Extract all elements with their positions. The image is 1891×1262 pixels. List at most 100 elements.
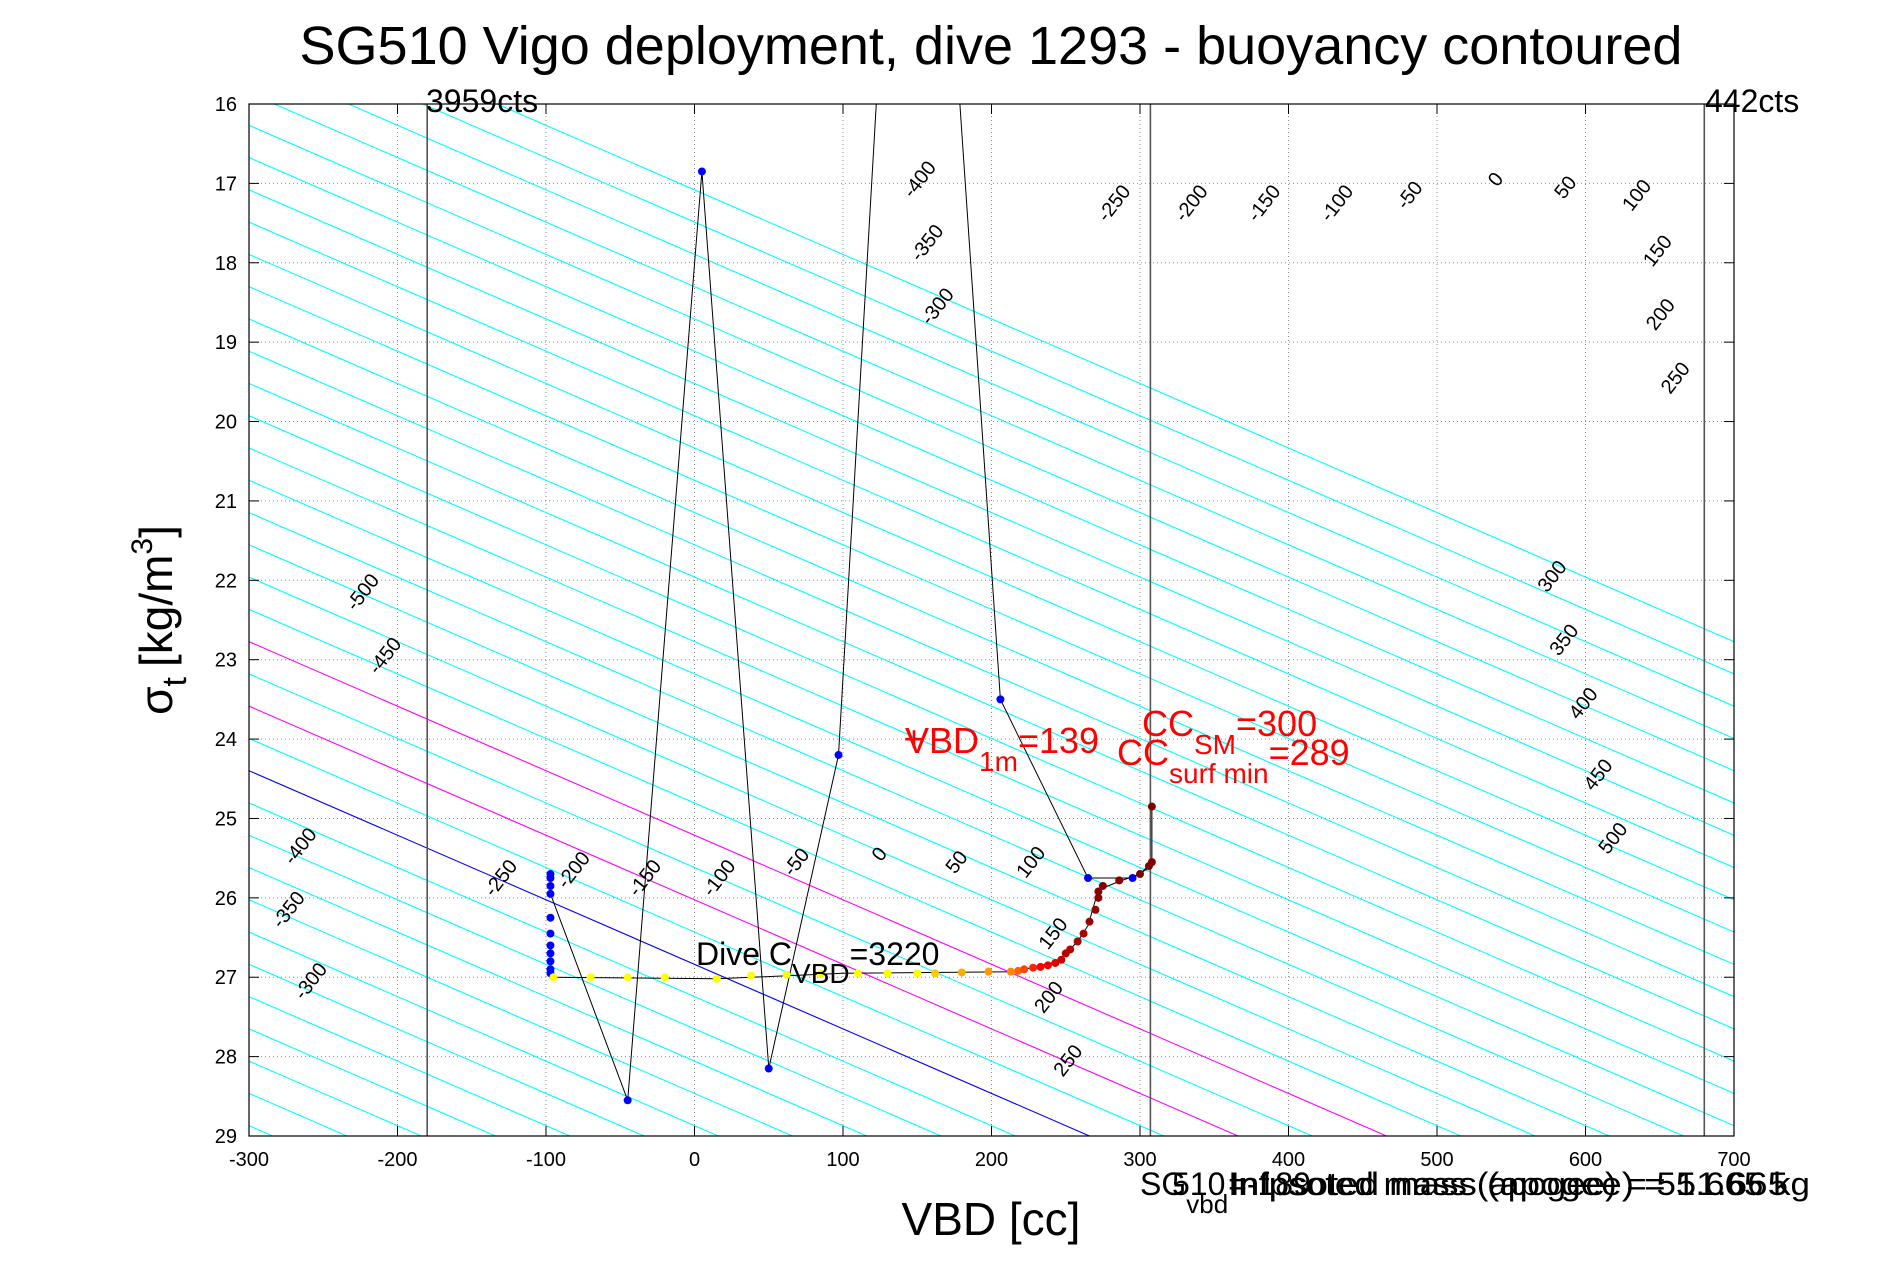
data-point xyxy=(1094,893,1103,902)
contour-line xyxy=(249,479,1734,1127)
y-axis-label-close: ] xyxy=(130,525,182,538)
vbd-limit-lines xyxy=(426,104,1706,1136)
data-point xyxy=(586,973,595,982)
y-tick-label: 22 xyxy=(215,570,237,592)
svg-text:σt[kg/m3]: σt [kg/m3] xyxy=(126,525,194,715)
contour-label: 100 xyxy=(1618,176,1656,216)
y-ticks: 16 17 18 19 20 21 22 23 24 25 26 27 28 29 xyxy=(215,94,1734,1148)
y-tick-label: 28 xyxy=(215,1047,237,1069)
vbd1m-marker: + xyxy=(903,718,924,759)
data-point xyxy=(931,969,940,978)
contour-label: 0 xyxy=(1484,169,1508,191)
data-point xyxy=(1043,961,1052,970)
ccsurf-main: CC xyxy=(1117,732,1169,773)
contour-label: -150 xyxy=(1243,181,1285,226)
vbd1m-value: =139 xyxy=(1018,720,1099,761)
footer-overlay-1: 510 xyxy=(1172,1166,1225,1202)
data-point xyxy=(782,970,791,979)
contour-label: 250 xyxy=(1657,358,1695,398)
data-point xyxy=(1147,858,1156,867)
x-tick-label: 0 xyxy=(689,1149,700,1171)
contour-labels: -500-450-400-350-300-250 -200 -150 -100 -50 0… xyxy=(268,157,1695,1081)
contour-label: 450 xyxy=(1580,755,1618,795)
contour-line xyxy=(249,447,1734,1095)
contour-label: 0 xyxy=(868,843,892,865)
y-tick-label: 29 xyxy=(215,1126,237,1148)
data-point xyxy=(984,967,993,976)
y-tick-label: 20 xyxy=(215,412,237,434)
contour-line xyxy=(249,931,719,1136)
x-tick-label: -100 xyxy=(526,1149,566,1171)
data-point xyxy=(816,970,825,979)
data-point xyxy=(546,929,555,938)
contour-line xyxy=(274,104,1734,740)
contour-line xyxy=(249,834,942,1136)
x-ticks: -300 -200 -100 0 100 200 300 400 500 600 700 xyxy=(229,104,1751,1171)
data-point xyxy=(546,941,555,950)
footer-sgvbd: SGvbd=-189 xyxy=(1140,1166,1311,1219)
footer-overlay-2: Infpsoted mass (apogee) = 51.665 xyxy=(1228,1166,1788,1202)
y-tick-label: 25 xyxy=(215,808,237,830)
data-point xyxy=(853,969,862,978)
ccsm-annotation: CCSM=300 xyxy=(1142,703,1317,760)
data-point xyxy=(1094,887,1103,896)
contour-label: -400 xyxy=(280,824,322,869)
data-points xyxy=(546,167,1156,1105)
contour-label: 400 xyxy=(1565,684,1603,724)
x-axis-label: VBD [cc] xyxy=(902,1193,1081,1245)
data-point xyxy=(1128,874,1137,882)
data-point xyxy=(1020,965,1029,974)
contour-label: -300 xyxy=(917,284,959,329)
x-tick-label: 400 xyxy=(1272,1149,1305,1171)
data-point xyxy=(1079,929,1088,938)
data-point xyxy=(883,969,892,978)
x-tick-label: 100 xyxy=(826,1149,859,1171)
data-point xyxy=(764,1064,773,1073)
contour-line xyxy=(249,705,1239,1136)
contour-label: -350 xyxy=(268,887,310,932)
data-point xyxy=(546,957,555,966)
contour-line xyxy=(249,189,1734,836)
y-tick-label: 18 xyxy=(215,253,237,275)
contour-line xyxy=(249,221,1734,869)
contour-line xyxy=(422,104,1734,675)
data-point xyxy=(623,973,632,982)
contour-line xyxy=(249,415,1734,1062)
data-point xyxy=(1029,963,1038,972)
vbd1m-annotation: VBD1m=139 xyxy=(905,720,1099,777)
footer-vbd-sub: vbd xyxy=(1186,1189,1228,1219)
data-point xyxy=(1085,917,1094,926)
contour-line xyxy=(0,104,124,1136)
contour-line xyxy=(249,1060,422,1136)
data-point xyxy=(546,874,555,882)
contour-label: -250 xyxy=(480,856,522,901)
contour-label: 100 xyxy=(1012,842,1050,882)
data-point xyxy=(913,969,922,978)
contour-line xyxy=(249,253,1734,901)
contour-label: 250 xyxy=(1050,1041,1088,1081)
profile-line xyxy=(550,104,1153,1101)
contour-line xyxy=(249,350,1734,998)
dive-cvbd-sub: VBD xyxy=(792,958,850,989)
data-point xyxy=(1073,937,1082,946)
dive-cvbd-value: =3220 xyxy=(850,936,940,972)
data-point xyxy=(623,1096,632,1105)
contour-label: -450 xyxy=(364,633,406,678)
contour-label: -150 xyxy=(624,856,666,901)
left-counts-label: 3959cts xyxy=(426,83,538,119)
contour-label: 150 xyxy=(1639,231,1677,271)
footer-sg: SG xyxy=(1140,1166,1186,1202)
x-tick-label: -300 xyxy=(229,1149,269,1171)
y-axis-label-main: σ xyxy=(130,687,182,715)
contour-line xyxy=(249,673,1313,1136)
data-point xyxy=(834,750,843,759)
data-point xyxy=(996,695,1005,704)
y-tick-label: 17 xyxy=(215,173,237,195)
contour-label: -200 xyxy=(1171,181,1213,226)
data-point xyxy=(660,973,669,982)
data-point xyxy=(746,971,755,980)
contour-line xyxy=(348,104,1734,707)
ccsm-main: CC xyxy=(1142,703,1194,744)
data-point xyxy=(697,167,706,176)
ccsurf-annotation: CCsurf min=289 xyxy=(1117,732,1350,789)
